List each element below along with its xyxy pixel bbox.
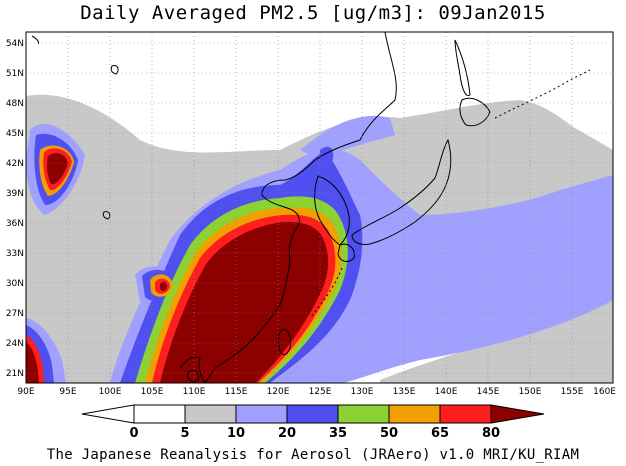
colorbar-label: 80 xyxy=(482,426,500,441)
lon-axis: 90E 95E 100E 105E 110E 115E 120E 125E 13… xyxy=(17,387,616,397)
lon-tick-label: 115E xyxy=(225,387,248,397)
coastline-kuril xyxy=(494,69,591,119)
lon-tick-label: 105E xyxy=(141,387,164,397)
lon-tick-label: 125E xyxy=(309,387,332,397)
coastline-japan-honshu xyxy=(351,138,452,245)
colorbar-right-arrow xyxy=(490,404,545,424)
lat-tick-label: 27N xyxy=(6,309,24,319)
colorbar-box-5-10 xyxy=(184,404,237,424)
lon-tick-label: 130E xyxy=(351,387,374,397)
lake-baikal xyxy=(110,65,119,75)
shade-80-spot xyxy=(160,281,168,291)
lat-axis: 21N 24N 27N 30N 33N 36N 39N 42N 45N 48N … xyxy=(6,39,24,379)
colorbar-label: 20 xyxy=(278,426,296,441)
lon-tick-label: 160E xyxy=(593,387,616,397)
lat-tick-label: 21N xyxy=(6,369,24,379)
lat-tick-label: 42N xyxy=(6,159,24,169)
lat-tick-label: 33N xyxy=(6,249,24,259)
lat-tick-label: 39N xyxy=(6,189,24,199)
colorbar xyxy=(81,404,545,424)
lon-tick-label: 95E xyxy=(59,387,76,397)
colorbar-box-50-65 xyxy=(388,404,441,424)
coastlines xyxy=(31,32,591,383)
lon-tick-label: 120E xyxy=(267,387,290,397)
lat-tick-label: 30N xyxy=(6,279,24,289)
lat-tick-label: 36N xyxy=(6,219,24,229)
colorbar-label: 10 xyxy=(227,426,245,441)
lon-tick-label: 100E xyxy=(99,387,122,397)
lat-tick-label: 45N xyxy=(6,129,24,139)
lon-tick-label: 150E xyxy=(519,387,542,397)
colorbar-label: 0 xyxy=(129,426,138,441)
lat-tick-label: 24N xyxy=(6,339,24,349)
lake-balkhash xyxy=(31,35,39,45)
map-title: Daily Averaged PM2.5 [ug/m3]: 09Jan2015 xyxy=(80,2,546,24)
shade-80-nw xyxy=(47,153,68,185)
lon-tick-label: 90E xyxy=(17,387,34,397)
coastline-hokkaido xyxy=(459,97,491,127)
colorbar-left-arrow xyxy=(81,404,135,424)
colorbar-box-10-20 xyxy=(235,404,288,424)
lat-tick-label: 54N xyxy=(6,39,24,49)
coastline-mainland xyxy=(204,32,397,383)
lake-small xyxy=(102,211,111,220)
footer-credit: The Japanese Reanalysis for Aerosol (JRA… xyxy=(46,447,580,463)
lon-tick-label: 145E xyxy=(477,387,500,397)
shade-80-sw xyxy=(26,342,39,383)
colorbar-label: 35 xyxy=(329,426,347,441)
colorbar-box-0-5 xyxy=(133,404,186,424)
colorbar-box-35-50 xyxy=(337,404,390,424)
plot-frame xyxy=(25,31,614,384)
lon-tick-label: 155E xyxy=(561,387,584,397)
colorbar-label: 5 xyxy=(180,426,189,441)
lon-tick-label: 140E xyxy=(435,387,458,397)
coastline-hainan xyxy=(187,369,199,382)
coastline-kyushu xyxy=(337,243,355,262)
colorbar-label: 50 xyxy=(380,426,398,441)
colorbar-label: 65 xyxy=(431,426,449,441)
coastline-vietnam xyxy=(179,356,206,383)
lon-tick-label: 135E xyxy=(393,387,416,397)
colorbar-box-65-80 xyxy=(439,404,492,424)
gridlines xyxy=(26,32,613,383)
colorbar-box-20-35 xyxy=(286,404,339,424)
coastline-taiwan xyxy=(278,329,291,355)
lat-tick-label: 48N xyxy=(6,99,24,109)
colorbar-labels: 0 5 10 20 35 50 65 80 xyxy=(129,426,500,441)
pm25-shading xyxy=(26,94,613,383)
shade-20-35-ne xyxy=(320,146,334,164)
lat-tick-label: 51N xyxy=(6,69,24,79)
coastline-sakhalin xyxy=(454,39,471,97)
lon-tick-label: 110E xyxy=(183,387,206,397)
shade-5-10-pacific xyxy=(380,270,613,383)
